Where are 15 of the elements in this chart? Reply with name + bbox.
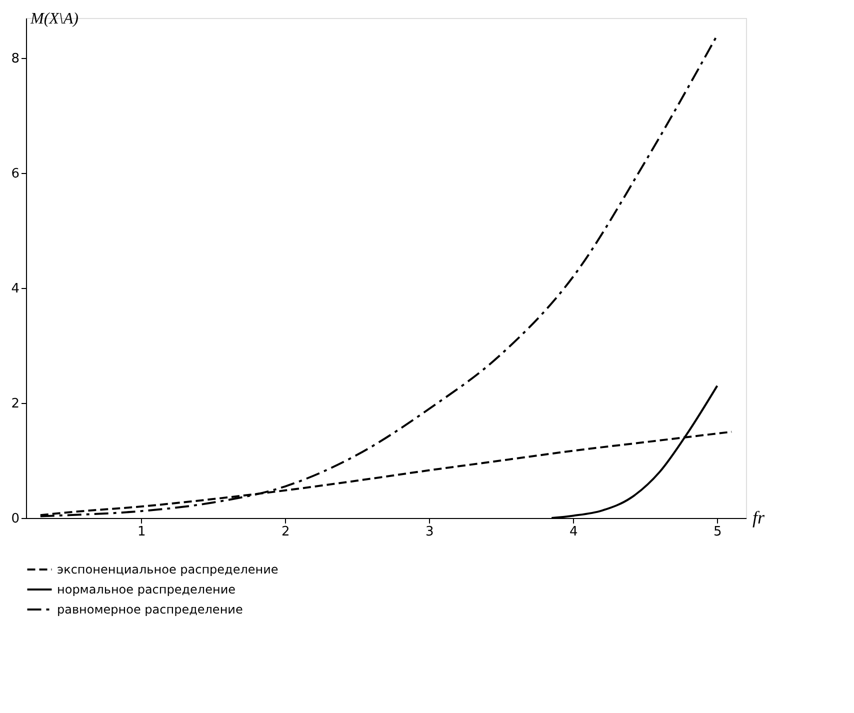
x-tick-label: 3 xyxy=(426,524,434,540)
y-tick-label: 0 xyxy=(11,512,20,526)
y-axis-title: M(X\A) xyxy=(30,10,78,28)
y-tick-label: 8 xyxy=(11,52,20,67)
legend-label: экспоненциальное распределение xyxy=(57,562,278,576)
x-tick-label: 5 xyxy=(714,524,722,540)
x-tick-label: 2 xyxy=(282,524,290,540)
x-tick-label: 4 xyxy=(570,524,578,540)
x-tick-label: 1 xyxy=(138,524,146,540)
x-axis-title: fr xyxy=(752,508,766,528)
legend-label: равномерное распределение xyxy=(57,602,243,616)
y-tick-label: 2 xyxy=(11,396,20,412)
y-tick-label: 6 xyxy=(11,166,20,182)
y-tick-label: 4 xyxy=(11,282,20,297)
legend-label: нормальное распределение xyxy=(57,582,236,596)
